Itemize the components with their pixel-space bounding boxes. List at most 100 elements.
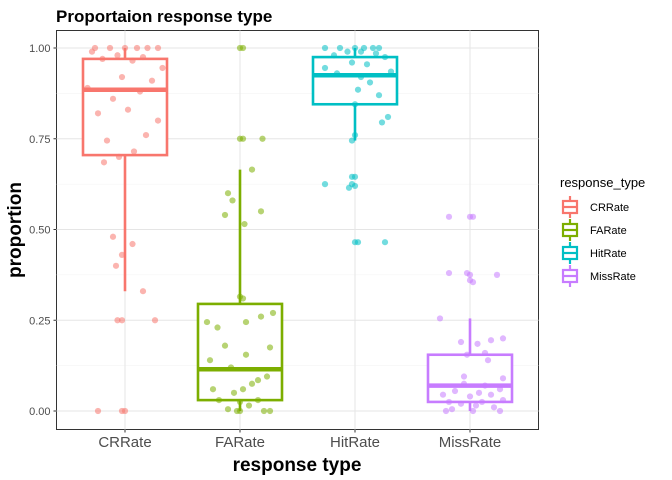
data-point (260, 407, 268, 415)
data-point (351, 44, 359, 52)
data-point (499, 375, 507, 382)
data-point (245, 402, 253, 409)
data-point (221, 342, 229, 349)
data-point (227, 364, 235, 371)
data-point (321, 44, 329, 52)
x-tick-label: MissRate (439, 434, 502, 451)
data-point (121, 407, 129, 415)
data-point (442, 407, 450, 415)
data-point (321, 181, 329, 188)
data-point (84, 84, 91, 92)
data-point (351, 101, 359, 108)
data-point (460, 373, 468, 380)
data-point (269, 309, 277, 317)
data-point (466, 271, 474, 278)
data-point (484, 357, 492, 364)
legend-item-CRRate: CRRate (561, 196, 629, 218)
data-point (351, 132, 359, 139)
boxes (81, 48, 514, 411)
legend-item-HitRate: HitRate (561, 242, 627, 264)
data-point (372, 50, 380, 57)
data-point (469, 407, 477, 415)
data-point (154, 117, 162, 124)
data-point (224, 190, 232, 197)
data-point (375, 92, 383, 99)
data-point (139, 53, 147, 61)
box-iqr (81, 57, 169, 157)
data-point (242, 351, 250, 358)
data-point (109, 95, 117, 102)
legend-item-MissRate: MissRate (561, 265, 636, 287)
data-point (351, 182, 359, 190)
data-point (445, 269, 453, 277)
data-point (148, 77, 156, 84)
data-point (239, 135, 247, 142)
data-point (474, 340, 481, 347)
box-CRRate (81, 48, 169, 292)
data-point (229, 197, 236, 204)
data-point (242, 318, 250, 326)
data-point (496, 386, 504, 393)
data-point (369, 44, 377, 52)
data-point (241, 220, 248, 228)
x-axis: CRRate FARate HitRate MissRate (98, 429, 502, 451)
data-point (344, 48, 351, 55)
box-iqr (311, 55, 399, 106)
data-point (88, 48, 96, 55)
data-point (259, 135, 266, 142)
legend-label: CRRate (590, 202, 629, 214)
data-point (206, 357, 214, 364)
data-point (384, 113, 392, 121)
box-HitRate (311, 48, 399, 141)
data-point (266, 344, 274, 351)
data-point (129, 57, 136, 64)
data-point (257, 313, 265, 320)
data-point (457, 400, 465, 407)
data-point (154, 44, 162, 52)
data-point (118, 317, 126, 324)
y-tick-label: 0.00 (29, 406, 50, 418)
box-FARate (196, 169, 284, 411)
data-point (114, 317, 121, 324)
data-point (142, 132, 150, 139)
data-point (230, 389, 238, 396)
legend-label: HitRate (590, 248, 627, 260)
data-point (263, 373, 271, 380)
data-point (375, 44, 383, 52)
chart-title: Proportaion response type (56, 7, 272, 26)
data-point (348, 137, 356, 144)
data-point (239, 386, 247, 393)
y-tick-label: 0.50 (29, 225, 50, 237)
data-point (387, 68, 395, 75)
data-point (381, 239, 389, 246)
data-point (236, 398, 244, 406)
data-point (472, 402, 480, 409)
data-point (203, 318, 211, 326)
data-point (330, 52, 338, 59)
data-point (333, 70, 341, 77)
data-point (487, 391, 495, 398)
data-point (493, 271, 501, 278)
data-point (266, 407, 274, 415)
data-point (106, 44, 114, 52)
data-point (118, 73, 126, 81)
data-point (129, 240, 136, 248)
data-point (214, 324, 221, 331)
data-point (109, 233, 117, 240)
data-point (499, 335, 507, 342)
data-point (466, 393, 474, 400)
data-point (151, 317, 159, 324)
data-point (499, 397, 507, 404)
data-point (363, 61, 371, 68)
legend-item-FARate: FARate (561, 219, 627, 241)
data-point (248, 166, 256, 173)
data-point (124, 106, 132, 113)
data-point (321, 64, 329, 72)
data-point (103, 137, 111, 144)
data-point (254, 377, 262, 384)
data-point (451, 387, 459, 395)
data-point (354, 86, 362, 93)
data-point (463, 351, 471, 358)
data-point (475, 389, 483, 396)
data-point (224, 406, 232, 413)
